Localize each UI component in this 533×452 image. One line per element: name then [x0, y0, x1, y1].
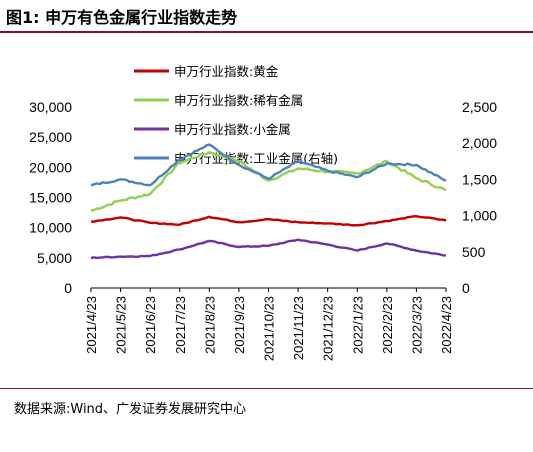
- y-right-tick-label: 2,000: [462, 135, 497, 151]
- x-tick-label: 2022/1/23: [350, 296, 365, 354]
- series-line: [90, 143, 447, 187]
- series-lines: [90, 143, 447, 260]
- y-right-tick-label: 0: [462, 280, 470, 296]
- legend-label: 申万行业指数:小金属: [174, 122, 291, 137]
- y-right-tick-label: 500: [462, 244, 486, 260]
- x-tick-label: 2021/11/23: [291, 296, 306, 360]
- legend-label: 申万行业指数:稀有金属: [174, 93, 303, 108]
- series-line: [90, 215, 447, 227]
- legend: 申万行业指数:黄金申万行业指数:稀有金属申万行业指数:小金属申万行业指数:工业金…: [134, 64, 338, 166]
- y-right-tick-label: 2,500: [462, 99, 497, 115]
- series-line: [90, 238, 447, 260]
- x-tick-label: 2021/10/23: [262, 296, 277, 361]
- x-tick-label: 2021/9/23: [232, 296, 247, 354]
- x-tick-label: 2021/5/23: [114, 296, 129, 354]
- source-note: 数据来源:Wind、广发证券发展研究中心: [14, 402, 247, 417]
- x-tick-label: 2022/2/23: [380, 296, 395, 354]
- x-tick-label: 2021/6/23: [143, 296, 158, 354]
- line-chart: 申万行业指数:黄金申万行业指数:稀有金属申万行业指数:小金属申万行业指数:工业金…: [29, 64, 497, 361]
- y-left-tick-label: 25,000: [29, 129, 72, 145]
- x-tick-label: 2022/4/23: [439, 296, 454, 354]
- bottom-rule: [0, 388, 533, 389]
- y-left-tick-label: 15,000: [29, 190, 72, 206]
- x-tick-label: 2021/4/23: [84, 296, 99, 354]
- x-tick-label: 2021/7/23: [173, 296, 188, 354]
- y-left-tick-label: 5,000: [37, 250, 72, 266]
- x-tick-label: 2021/8/23: [202, 296, 217, 354]
- y-right-tick-label: 1,000: [462, 208, 497, 224]
- x-tick-label: 2022/3/23: [409, 296, 424, 354]
- y-left-tick-label: 20,000: [29, 159, 72, 175]
- top-rule: [0, 31, 533, 33]
- legend-label: 申万行业指数:工业金属(右轴): [174, 151, 338, 166]
- figure-title: 图1: 申万有色金属行业指数走势: [6, 8, 238, 27]
- series-line: [90, 151, 447, 212]
- y-left-tick-label: 10,000: [29, 220, 72, 236]
- axes: 0 5,000 10,000 15,000 20,000 25,000 30,000 0 500…: [29, 99, 497, 361]
- y-left-tick-label: 30,000: [29, 99, 72, 115]
- x-tick-label: 2021/12/23: [321, 296, 336, 361]
- y-left-tick-label: 0: [64, 280, 72, 296]
- y-right-tick-label: 1,500: [462, 171, 497, 187]
- legend-label: 申万行业指数:黄金: [174, 64, 279, 79]
